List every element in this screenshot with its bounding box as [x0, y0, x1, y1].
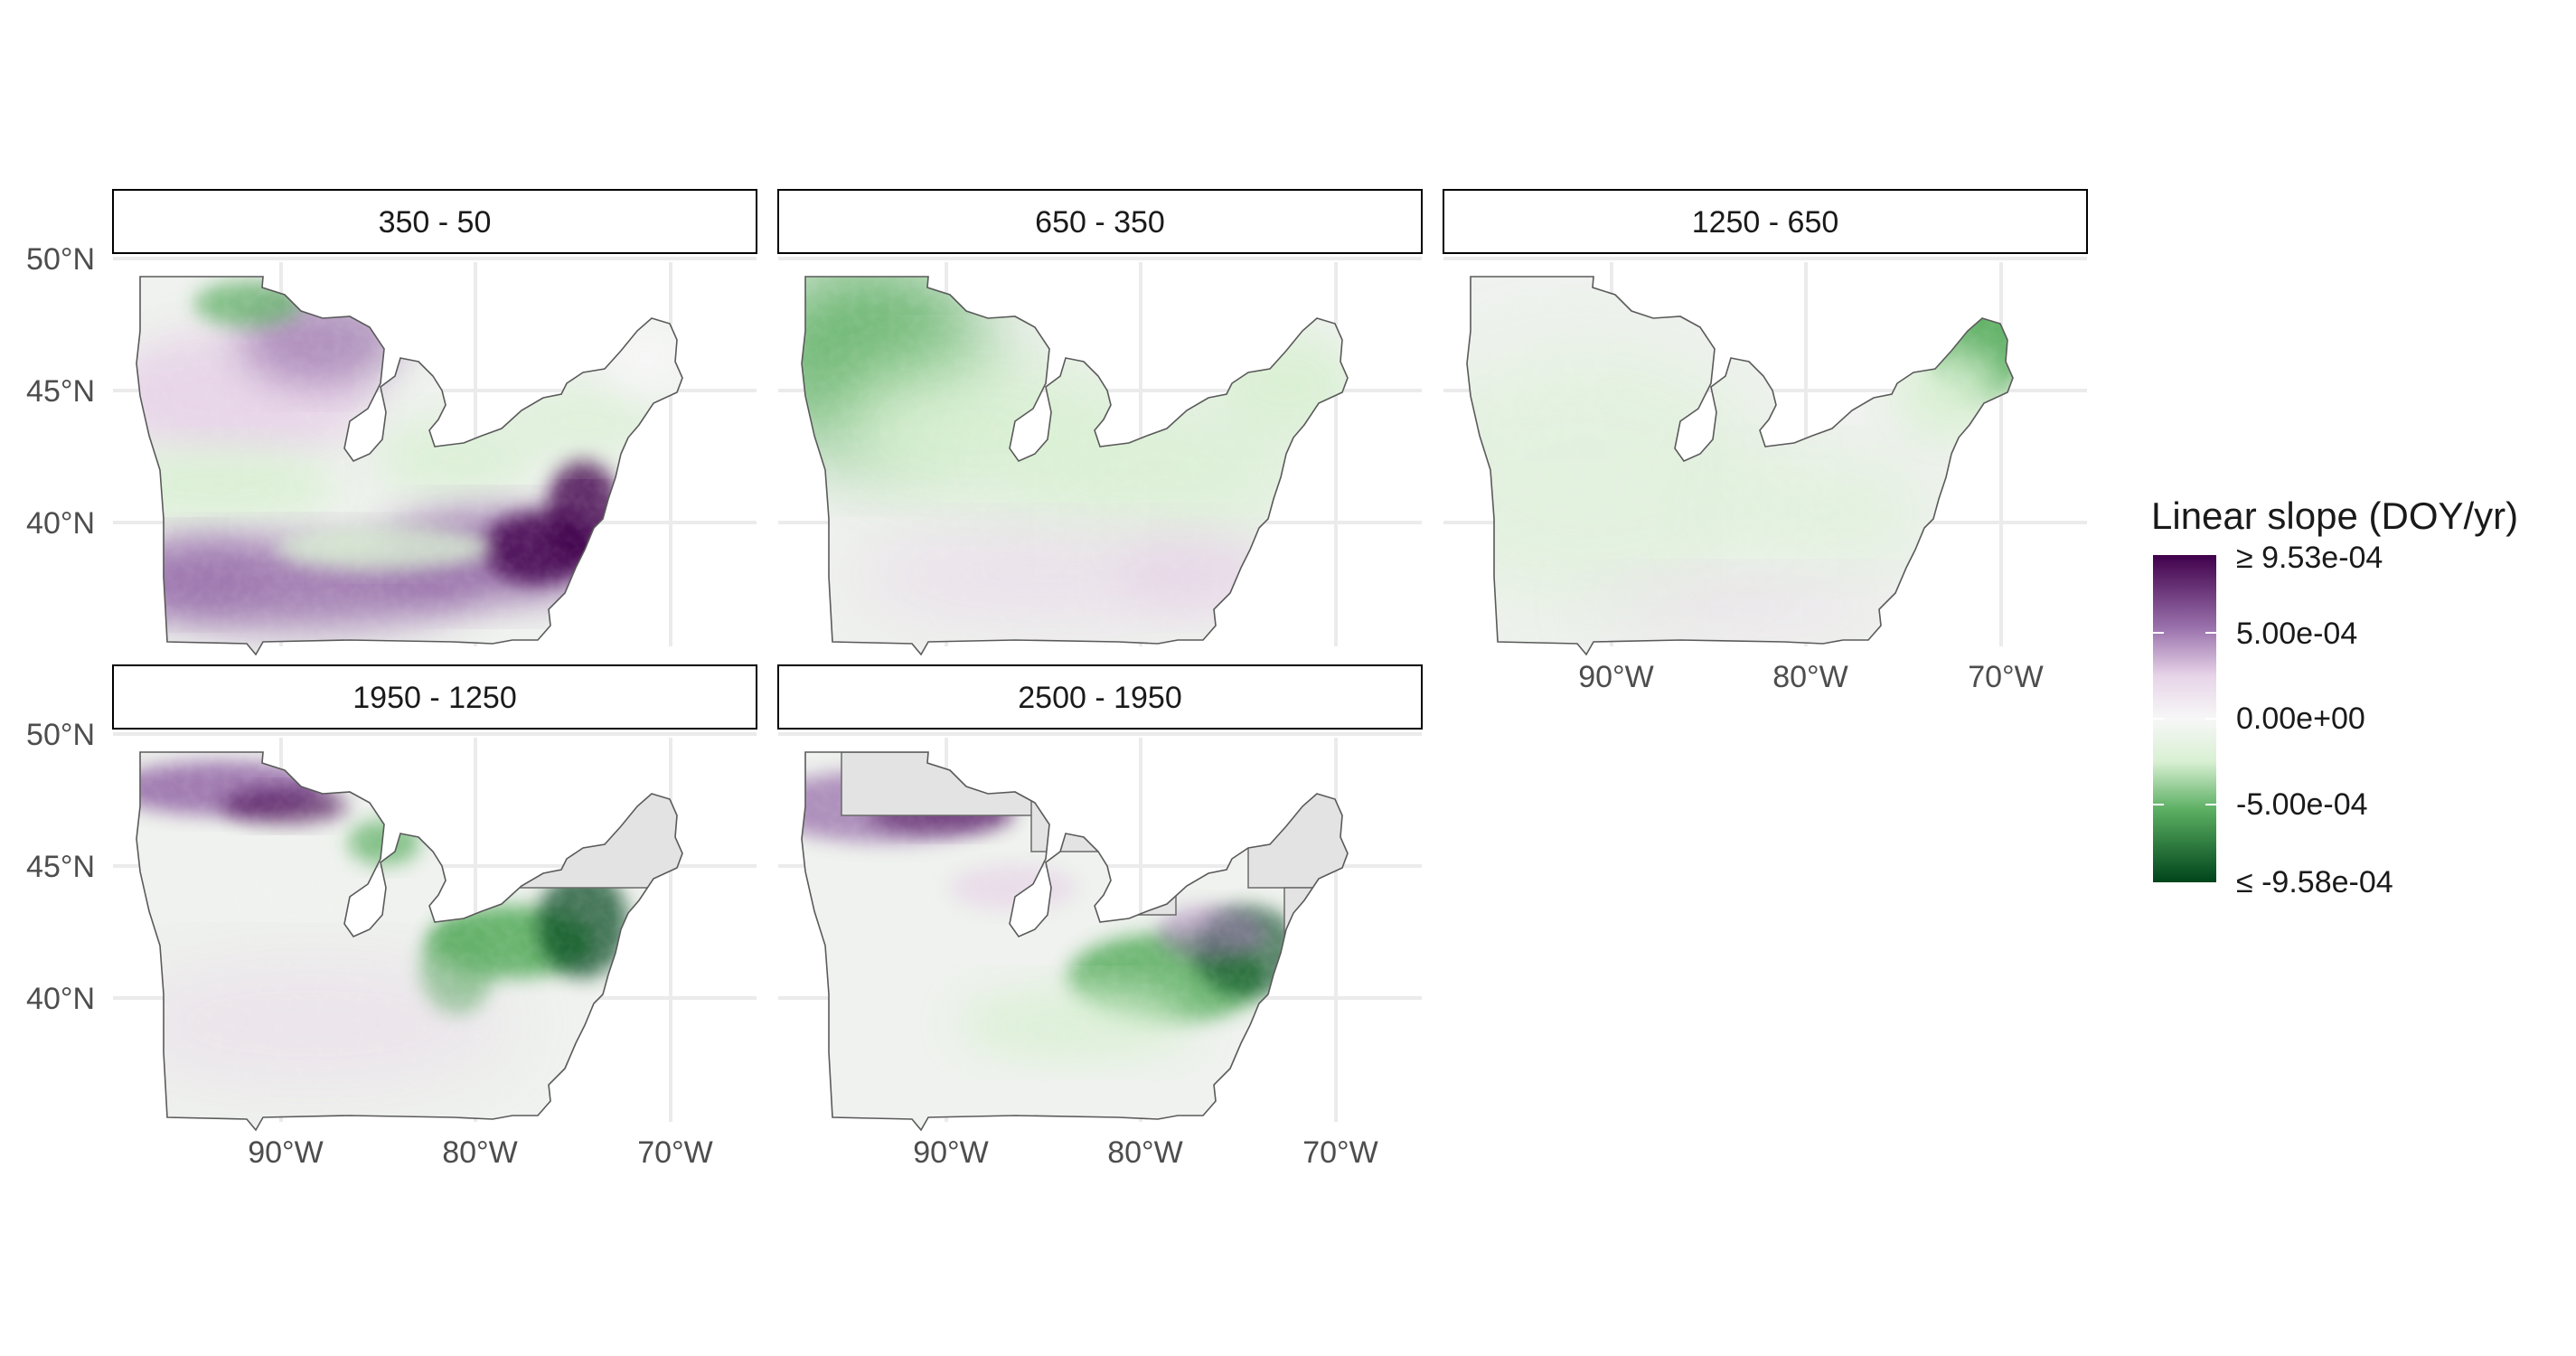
region-outline [136, 276, 683, 656]
legend: Linear slope (DOY/yr) ≥ 9.53e-04 5.00e-0… [2151, 494, 2518, 899]
facet-strip [112, 664, 757, 730]
facet-panel-2500-1950: 2500 - 1950 [777, 664, 1423, 1132]
facet-panel-1250-650: 1250 - 650 [1443, 189, 2088, 656]
x-tick-label: 90°W [248, 1135, 324, 1170]
x-tick-label: 70°W [1968, 660, 2044, 694]
y-tick-label: 40°N [26, 506, 95, 541]
legend-title: Linear slope (DOY/yr) [2151, 494, 2518, 537]
facet-strip-label: 2500 - 1950 [1018, 681, 1182, 715]
y-tick-label: 40°N [26, 982, 95, 1016]
facet-strip-label: 650 - 350 [1035, 205, 1165, 240]
region-outline [136, 751, 683, 1132]
raster-fill [1467, 277, 2013, 654]
raster-map [801, 276, 1349, 656]
raster-fill [802, 752, 1348, 1130]
raster-map [136, 276, 683, 656]
facet-panel-1950-1250: 1950 - 1250 [112, 664, 757, 1132]
raster-fill [136, 277, 682, 654]
region-outline [801, 276, 1349, 656]
legend-ticks [2153, 632, 2216, 805]
legend-label-zero: 0.00e+00 [2236, 702, 2365, 736]
raster-map [801, 751, 1349, 1132]
x-tick-label: 80°W [442, 1135, 518, 1170]
facet-strip-label: 350 - 50 [379, 205, 492, 240]
region-outline [1466, 276, 2014, 656]
raster-map [136, 751, 683, 1132]
x-tick-label: 70°W [1302, 1135, 1378, 1170]
x-tick-label: 90°W [913, 1135, 989, 1170]
facet-strip [777, 189, 1423, 254]
y-tick-label: 50°N [26, 718, 95, 752]
y-tick-label: 45°N [26, 850, 95, 884]
legend-label-min: ≤ -9.58e-04 [2236, 865, 2393, 899]
y-tick-label: 50°N [26, 242, 95, 277]
legend-label: 5.00e-04 [2236, 617, 2357, 651]
x-tick-label: 70°W [637, 1135, 713, 1170]
facet-panel-350-50: 350 - 50 [112, 189, 757, 656]
facet-strip-label: 1950 - 1250 [353, 681, 517, 715]
facet-strip [777, 664, 1423, 730]
x-tick-label: 90°W [1578, 660, 1654, 694]
facet-strip [1443, 189, 2088, 254]
facet-strip [112, 189, 757, 254]
facet-strip-label: 1250 - 650 [1692, 205, 1839, 240]
y-tick-label: 45°N [26, 374, 95, 409]
raster-map [1466, 276, 2014, 656]
legend-label-max: ≥ 9.53e-04 [2236, 541, 2383, 575]
x-tick-label: 80°W [1107, 1135, 1183, 1170]
x-tick-label: 80°W [1772, 660, 1848, 694]
legend-label: -5.00e-04 [2236, 787, 2368, 822]
region-outline [801, 751, 1349, 1132]
facet-panel-650-350: 650 - 350 [777, 189, 1423, 656]
raster-fill [136, 752, 682, 1130]
